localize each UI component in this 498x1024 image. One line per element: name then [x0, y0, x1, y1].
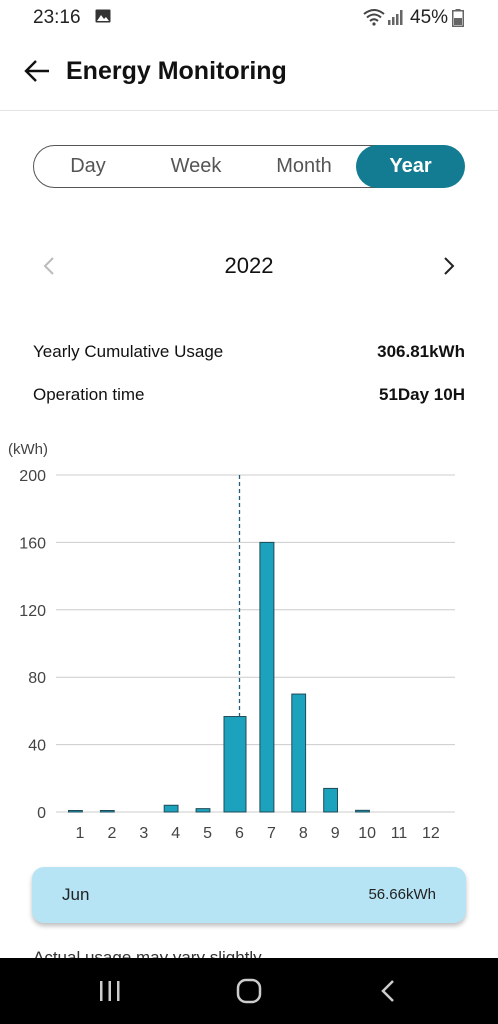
tab-week[interactable]: Week	[170, 155, 222, 177]
x-tick-label: 6	[235, 825, 244, 842]
recent-apps-icon[interactable]	[95, 976, 125, 1006]
y-tick-label: 0	[37, 805, 46, 822]
cumulative-usage-row: Yearly Cumulative Usage 306.81kWh	[33, 342, 465, 366]
bar-month-7[interactable]	[259, 541, 275, 813]
x-tick-label: 2	[107, 825, 116, 842]
x-tick-label: 5	[203, 825, 212, 842]
signal-icon	[388, 10, 403, 25]
operation-time-label: Operation time	[33, 385, 145, 404]
tab-day[interactable]: Day	[70, 155, 106, 177]
system-nav-bar	[0, 958, 498, 1024]
bar-month-2[interactable]	[99, 810, 115, 813]
previous-period-button[interactable]	[38, 254, 62, 278]
x-tick-label: 12	[422, 825, 440, 842]
tab-month[interactable]: Month	[276, 155, 332, 177]
x-tick-label: 1	[76, 825, 85, 842]
back-icon[interactable]	[374, 976, 404, 1006]
next-period-button[interactable]	[436, 254, 460, 278]
tab-year[interactable]: Year	[356, 144, 465, 188]
bar-month-9[interactable]	[323, 787, 339, 813]
bar-month-1[interactable]	[68, 810, 83, 813]
y-tick-label: 40	[28, 738, 46, 755]
x-tick-label: 8	[299, 825, 308, 842]
y-tick-label: 80	[28, 670, 46, 687]
wifi-icon	[363, 9, 385, 26]
operation-time-row: Operation time 51Day 10H	[33, 385, 465, 409]
chevron-left-icon	[43, 257, 54, 275]
x-tick-label: 9	[331, 825, 340, 842]
bar-month-8[interactable]	[291, 693, 307, 813]
selected-month-tooltip: Jun 56.66kWh	[32, 867, 466, 923]
x-tick-label: 7	[267, 825, 276, 842]
status-bar: 23:16 45%	[0, 0, 498, 36]
chevron-right-icon	[444, 257, 455, 275]
page-title: Energy Monitoring	[66, 57, 287, 85]
x-tick-label: 4	[171, 825, 180, 842]
period-tabs: Day Week Month Year	[33, 144, 465, 188]
y-tick-label: 200	[19, 468, 46, 485]
back-button[interactable]	[20, 54, 54, 88]
y-axis-unit-label: (kWh)	[8, 441, 48, 458]
app-header: Energy Monitoring	[0, 36, 498, 111]
bar-month-6[interactable]	[223, 716, 247, 813]
tooltip-month-label: Jun	[62, 885, 90, 904]
x-tick-label: 10	[358, 825, 376, 842]
period-label: 2022	[224, 253, 274, 278]
battery-icon	[452, 9, 464, 27]
status-time: 23:16	[33, 7, 81, 28]
cumulative-usage-label: Yearly Cumulative Usage	[33, 342, 224, 361]
y-tick-label: 160	[19, 535, 46, 552]
home-icon[interactable]	[234, 976, 264, 1006]
bar-month-10[interactable]	[355, 809, 370, 813]
battery-percent: 45%	[410, 7, 449, 28]
x-tick-label: 3	[139, 825, 148, 842]
bar-month-5[interactable]	[195, 808, 211, 813]
cumulative-usage-value: 306.81kWh	[377, 342, 465, 361]
usage-chart[interactable]: (kWh) 0 40 80 120 160 200 1 2 3 4 5 6 7 8 9 10 11 12	[0, 430, 498, 850]
x-tick-label: 11	[391, 825, 408, 842]
operation-time-value: 51Day 10H	[378, 385, 465, 404]
y-tick-label: 120	[19, 603, 46, 620]
back-arrow-icon	[24, 60, 49, 82]
bar-month-4[interactable]	[163, 804, 179, 813]
gallery-icon	[95, 9, 111, 23]
tooltip-usage-value: 56.66kWh	[368, 886, 436, 903]
